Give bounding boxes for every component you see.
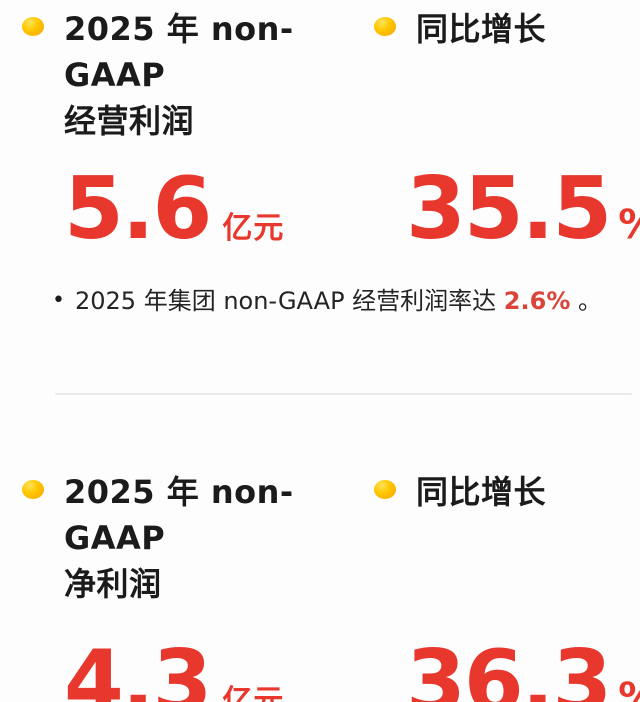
title-row: 2025 年 non-GAAP 经营利润 同比增长 <box>0 6 640 144</box>
metric-title-line1: 2025 年 non-GAAP <box>64 10 294 94</box>
numbers-row: 5.6 亿元 35.5 % <box>0 166 640 252</box>
metric-title: 2025 年 non-GAAP 净利润 <box>64 469 374 607</box>
metric-title-line1: 2025 年 non-GAAP <box>64 473 294 557</box>
metric-value: 4.3 <box>64 632 212 702</box>
growth-title: 同比增长 <box>416 473 547 511</box>
footnote-text: 2025 年集团 non-GAAP 经营利润率达 <box>74 287 504 315</box>
title-row: 2025 年 non-GAAP 净利润 同比增长 <box>0 469 640 607</box>
footnote-bullet-icon: • <box>52 288 65 313</box>
growth-title: 同比增长 <box>416 10 547 48</box>
growth-value-group: 36.3 % <box>374 639 640 702</box>
metric-value-group: 4.3 亿元 <box>0 639 374 702</box>
growth-title-group: 同比增长 <box>374 469 546 515</box>
footnote-suffix: 。 <box>570 287 602 315</box>
metric-title-group: 2025 年 non-GAAP 经营利润 <box>0 6 374 144</box>
yellow-bullet-icon <box>22 17 44 36</box>
metric-value: 5.6 <box>64 159 212 259</box>
metric-value-group: 5.6 亿元 <box>0 166 374 252</box>
footnote-highlight: 2.6% <box>503 287 571 315</box>
yellow-bullet-icon <box>22 480 44 499</box>
metric-title-line2: 经营利润 <box>64 102 195 140</box>
section-operating-profit: 2025 年 non-GAAP 经营利润 同比增长 5.6 亿元 35.5 % … <box>0 6 640 395</box>
section-divider <box>55 393 632 395</box>
growth-value-group: 35.5 % <box>374 166 640 252</box>
yellow-bullet-icon <box>374 480 396 499</box>
section-net-profit: 2025 年 non-GAAP 净利润 同比增长 4.3 亿元 36.3 % •… <box>0 395 640 702</box>
metric-title-group: 2025 年 non-GAAP 净利润 <box>0 469 374 607</box>
metric-title-line2: 净利润 <box>64 565 162 603</box>
growth-value: 35.5 <box>406 159 612 259</box>
growth-value: 36.3 <box>406 632 612 702</box>
growth-unit: % <box>618 675 640 702</box>
growth-title-group: 同比增长 <box>374 6 546 52</box>
yellow-bullet-icon <box>374 17 396 36</box>
metric-unit: 亿元 <box>222 684 285 702</box>
growth-unit: % <box>618 202 640 248</box>
footnote: • 2025 年集团 non-GAAP 经营利润率达 2.6% 。 <box>0 286 640 318</box>
numbers-row: 4.3 亿元 36.3 % <box>0 639 640 702</box>
metric-unit: 亿元 <box>222 211 285 246</box>
metric-title: 2025 年 non-GAAP 经营利润 <box>64 6 374 144</box>
